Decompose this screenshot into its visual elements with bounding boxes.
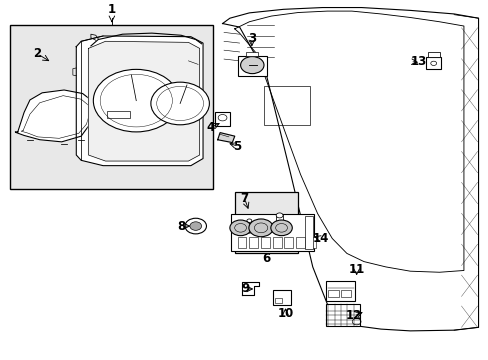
Circle shape	[248, 219, 273, 237]
Circle shape	[270, 220, 292, 236]
Circle shape	[229, 220, 251, 236]
Bar	[237, 238, 246, 248]
Text: 8: 8	[177, 220, 185, 233]
Bar	[214, 112, 230, 126]
Bar	[427, 51, 439, 57]
Bar	[10, 25, 212, 189]
Bar	[107, 111, 130, 118]
Bar	[234, 192, 298, 253]
Bar	[326, 303, 359, 325]
Ellipse shape	[276, 213, 283, 218]
Polygon shape	[222, 8, 478, 331]
Circle shape	[189, 222, 201, 230]
Bar	[231, 213, 314, 251]
Text: 6: 6	[262, 252, 270, 265]
Bar	[340, 291, 350, 297]
Text: 13: 13	[409, 55, 426, 68]
Text: 12: 12	[346, 310, 362, 323]
Bar	[425, 57, 441, 69]
Circle shape	[93, 69, 179, 132]
Polygon shape	[217, 132, 234, 143]
Ellipse shape	[246, 230, 251, 233]
Text: 7: 7	[240, 192, 248, 205]
Ellipse shape	[246, 219, 251, 222]
Text: 3: 3	[247, 32, 255, 45]
Text: 14: 14	[312, 232, 328, 245]
Text: 10: 10	[277, 307, 293, 320]
Bar	[261, 238, 269, 248]
Bar	[306, 238, 315, 248]
Text: 2: 2	[33, 47, 41, 60]
Text: 5: 5	[233, 140, 241, 153]
Bar	[264, 86, 310, 125]
Polygon shape	[76, 36, 203, 166]
Bar	[237, 56, 266, 76]
Bar	[305, 216, 313, 249]
Bar	[284, 238, 293, 248]
Text: 1: 1	[107, 4, 116, 17]
Ellipse shape	[276, 227, 283, 232]
Bar	[328, 291, 338, 297]
Bar	[272, 238, 281, 248]
Circle shape	[240, 57, 264, 74]
Text: 11: 11	[348, 263, 364, 276]
Bar	[249, 238, 258, 248]
Bar	[274, 298, 281, 303]
Polygon shape	[88, 41, 199, 161]
Bar	[296, 238, 305, 248]
Bar	[272, 290, 291, 305]
Circle shape	[151, 82, 209, 125]
Polygon shape	[241, 282, 259, 294]
Bar	[246, 52, 258, 56]
Text: 4: 4	[206, 121, 214, 134]
Polygon shape	[15, 90, 92, 142]
Circle shape	[184, 218, 206, 234]
Bar	[326, 281, 354, 301]
Text: 9: 9	[241, 283, 249, 296]
